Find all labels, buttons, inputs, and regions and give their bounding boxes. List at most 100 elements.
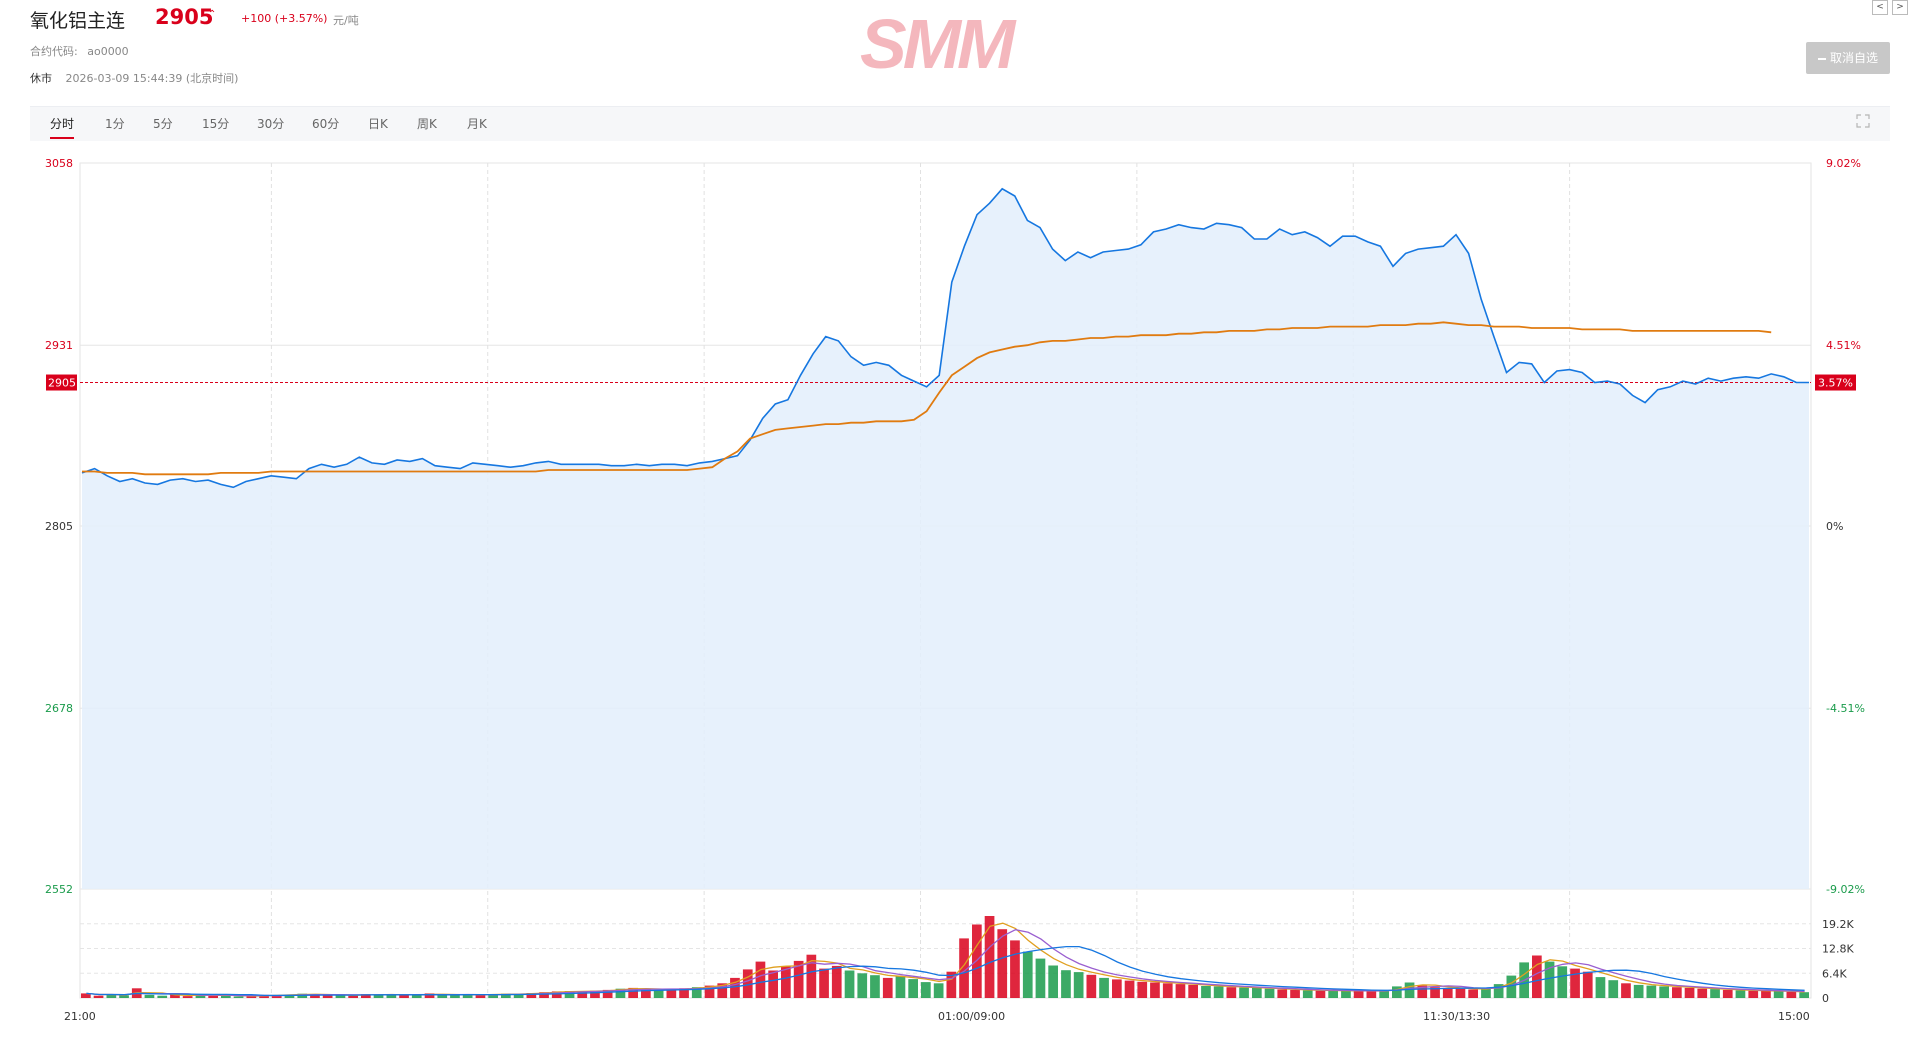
y-right-label: 9.02% bbox=[1826, 157, 1861, 170]
volume-bar bbox=[1544, 961, 1555, 998]
volume-bar bbox=[1786, 991, 1797, 998]
volume-bar bbox=[1175, 984, 1186, 998]
volume-bar bbox=[1799, 992, 1809, 998]
volume-bar bbox=[1124, 980, 1135, 998]
volume-bar bbox=[361, 994, 371, 998]
volume-bar bbox=[1290, 989, 1300, 998]
volume-bar bbox=[1277, 989, 1288, 998]
minus-icon bbox=[1817, 57, 1826, 60]
volume-bar bbox=[1684, 987, 1695, 998]
volume-bar bbox=[972, 924, 982, 998]
volume-bar bbox=[1264, 988, 1275, 998]
volume-bar bbox=[1302, 990, 1313, 998]
volume-bar bbox=[1404, 982, 1415, 998]
last-price: 2905 bbox=[155, 5, 214, 29]
price-up-icon: ⌃ bbox=[208, 9, 217, 20]
y-left-label: 2552 bbox=[45, 883, 73, 896]
volume-bar bbox=[1366, 991, 1377, 998]
tab-daily[interactable]: 日K bbox=[368, 117, 388, 131]
volume-bar bbox=[984, 916, 995, 998]
prev-arrow-icon[interactable]: < bbox=[1872, 0, 1888, 15]
timestamp: 2026-03-09 15:44:39 (北京时间) bbox=[65, 72, 239, 85]
volume-bar bbox=[335, 994, 346, 998]
y-left-label: 2678 bbox=[45, 702, 73, 715]
volume-bar bbox=[959, 938, 969, 998]
volume-bar bbox=[1239, 987, 1249, 998]
market-status: 休市 bbox=[30, 72, 52, 85]
volume-bar bbox=[411, 994, 422, 998]
tab-weekly[interactable]: 周K bbox=[417, 117, 437, 131]
y-right-label: -4.51% bbox=[1826, 702, 1865, 715]
price-area-fill bbox=[82, 188, 1809, 890]
volume-bar bbox=[1061, 970, 1071, 998]
tab-5min[interactable]: 5分 bbox=[153, 117, 173, 131]
tab-1min[interactable]: 1分 bbox=[105, 117, 125, 131]
volume-tick-label: 6.4K bbox=[1822, 967, 1847, 980]
volume-bar bbox=[1392, 986, 1402, 998]
x-axis-label: 21:00 bbox=[64, 1010, 96, 1023]
volume-bar bbox=[1150, 982, 1160, 998]
volume-bar bbox=[1468, 989, 1478, 998]
volume-bar bbox=[526, 993, 537, 998]
volume-bar bbox=[246, 996, 257, 998]
volume-bar bbox=[1086, 974, 1097, 998]
volume-bar bbox=[997, 929, 1008, 998]
volume-bar bbox=[615, 988, 626, 998]
volume-bar bbox=[1633, 984, 1644, 998]
y-left-label: 2805 bbox=[45, 520, 73, 533]
volume-bar bbox=[666, 989, 677, 998]
tab-60min[interactable]: 60分 bbox=[312, 117, 340, 131]
volume-bar bbox=[271, 995, 282, 998]
period-tab-bar: 分时 1分 5分 15分 30分 60分 日K 周K 月K bbox=[30, 106, 1890, 141]
volume-bar bbox=[488, 994, 498, 998]
volume-bar bbox=[933, 983, 944, 998]
y-right-label: -9.02% bbox=[1826, 883, 1865, 896]
volume-bar bbox=[755, 961, 766, 998]
volume-bar bbox=[1341, 990, 1351, 998]
volume-tick-label: 12.8K bbox=[1822, 943, 1854, 956]
volume-bar bbox=[806, 954, 817, 998]
volume-bars bbox=[81, 916, 1809, 999]
instrument-title: 氧化铝主连 bbox=[30, 10, 126, 32]
remove-favorite-button[interactable]: 取消自选 bbox=[1806, 42, 1890, 74]
volume-bar bbox=[386, 994, 397, 998]
volume-bar bbox=[81, 993, 91, 998]
y-right-label: 0% bbox=[1826, 520, 1843, 533]
contract-row: 合约代码: ao0000 bbox=[30, 43, 129, 59]
average-line bbox=[82, 321, 1772, 476]
volume-bar bbox=[450, 995, 460, 998]
volume-bar bbox=[1417, 985, 1428, 998]
volume-bar bbox=[602, 989, 613, 998]
x-axis-label: 15:00 bbox=[1778, 1010, 1810, 1023]
volume-bar bbox=[1557, 966, 1568, 998]
volume-bar bbox=[1697, 988, 1708, 998]
volume-bar bbox=[1455, 988, 1466, 998]
volume-bar bbox=[1761, 991, 1771, 998]
volume-bar bbox=[679, 988, 689, 998]
tab-30min[interactable]: 30分 bbox=[257, 117, 285, 131]
volume-bar bbox=[1315, 990, 1326, 998]
volume-bar bbox=[819, 968, 829, 998]
y-left-label: 2931 bbox=[45, 339, 73, 352]
volume-bar bbox=[348, 995, 358, 998]
volume-bar bbox=[781, 966, 791, 998]
tab-monthly[interactable]: 月K bbox=[467, 117, 487, 131]
volume-bar bbox=[1010, 940, 1020, 998]
next-arrow-icon[interactable]: > bbox=[1892, 0, 1908, 15]
volume-bar bbox=[475, 994, 486, 998]
volume-bar bbox=[501, 993, 511, 998]
tab-15min[interactable]: 15分 bbox=[202, 117, 230, 131]
volume-bar bbox=[284, 994, 295, 998]
volume-bar bbox=[1748, 990, 1759, 998]
axis-labels: 3058 9.02% 2931 4.51% 2805 0% 2678 -4.51% 2552 -9… bbox=[45, 157, 1865, 1023]
fullscreen-icon[interactable] bbox=[1856, 114, 1870, 128]
volume-bar bbox=[513, 994, 524, 998]
y-right-label: 4.51% bbox=[1826, 339, 1861, 352]
volume-bar bbox=[691, 987, 702, 998]
volume-bar bbox=[1162, 983, 1173, 998]
x-axis-label: 01:00/09:00 bbox=[938, 1010, 1005, 1023]
volume-bar bbox=[221, 995, 231, 998]
tab-timeshare[interactable]: 分时 bbox=[50, 117, 75, 139]
volume-bar bbox=[857, 973, 868, 999]
